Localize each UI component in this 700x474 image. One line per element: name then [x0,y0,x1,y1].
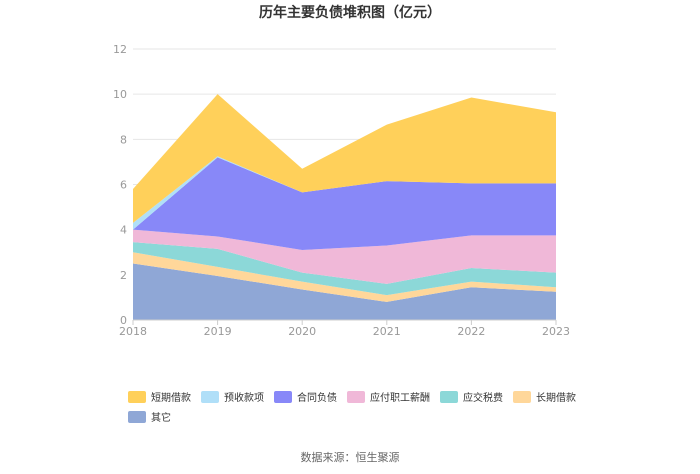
data-source: 数据来源：恒生聚源 [301,450,400,464]
legend-item: 预收款项 [201,391,264,404]
legend-label: 合同负债 [297,391,337,404]
x-tick-label: 2022 [457,325,485,338]
legend-item: 应付职工薪酬 [347,391,430,404]
legend-swatch [128,391,146,403]
legend-label: 应交税费 [463,391,503,404]
chart-title: 历年主要负债堆积图（亿元） [259,4,441,21]
x-tick-label: 2020 [288,325,316,338]
y-tick-label: 8 [120,133,127,146]
y-tick-label: 6 [120,179,127,192]
y-tick-label: 4 [120,224,127,237]
legend-item: 其它 [128,411,171,424]
legend-swatch [347,391,365,403]
legend-item: 短期借款 [128,391,191,404]
legend-label: 短期借款 [151,391,191,404]
area-短期借款 [133,94,556,223]
y-tick-label: 12 [113,43,127,56]
area-长期借款 [133,252,556,302]
legend-item: 长期借款 [513,391,576,404]
legend-label: 其它 [151,411,171,424]
legend-label: 长期借款 [536,391,576,404]
x-tick-label: 2023 [542,325,570,338]
legend-swatch [128,411,146,423]
y-tick-label: 10 [113,88,127,101]
area-其它 [133,263,556,320]
axes: 0 2 4 6 8 10 12 2018 2019 2020 2021 2022 2023 [113,43,570,338]
x-tick-label: 2021 [373,325,401,338]
area-应交税费 [133,242,556,296]
area-合同负债 [133,157,556,250]
legend-swatch [513,391,531,403]
y-tick-label: 0 [120,314,127,327]
legend-label: 应付职工薪酬 [370,391,430,404]
plot-areas [133,94,556,320]
legend-item: 合同负债 [274,391,337,404]
legend-swatch [274,391,292,403]
y-tick-label: 2 [120,269,127,282]
area-应付职工薪酬 [133,229,556,284]
legend-label: 预收款项 [224,391,264,404]
x-tick-label: 2018 [119,325,147,338]
legend-swatch [440,391,458,403]
x-tick-label: 2019 [204,325,232,338]
legend-item: 应交税费 [440,391,503,404]
legend-swatch [201,391,219,403]
